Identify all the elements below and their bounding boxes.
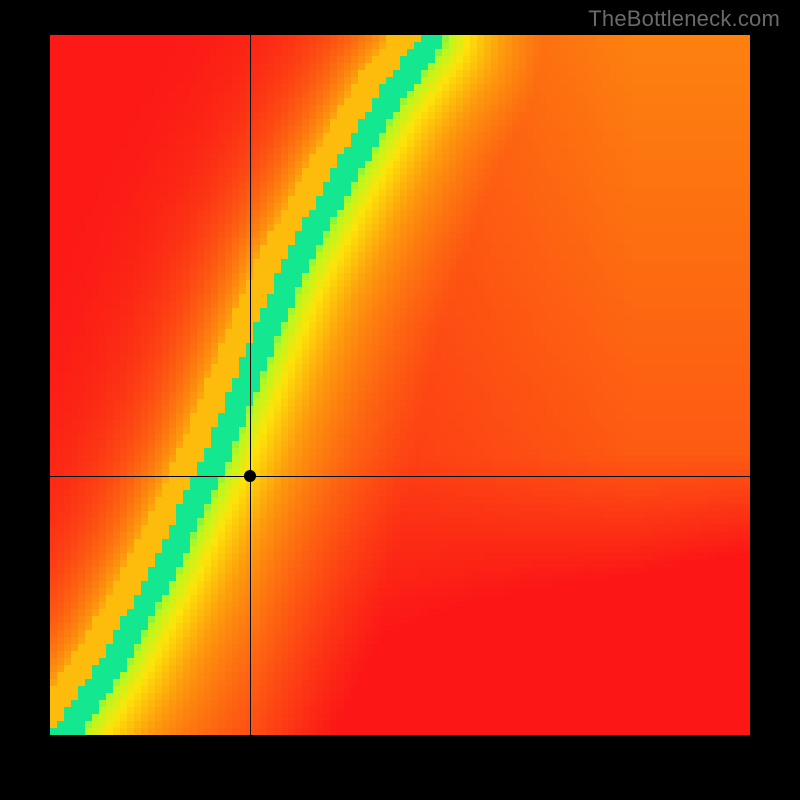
plot-area <box>50 35 750 735</box>
watermark-text: TheBottleneck.com <box>588 6 780 32</box>
chart-container: TheBottleneck.com <box>0 0 800 800</box>
heatmap-canvas <box>50 35 750 735</box>
